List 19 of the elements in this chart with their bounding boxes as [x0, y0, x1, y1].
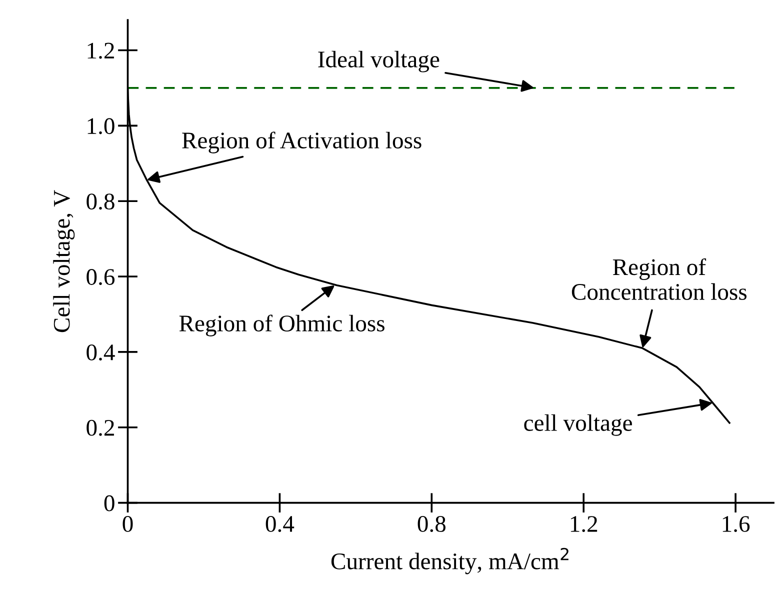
x-tick-label: 0 [122, 516, 133, 532]
y-tick-label: 1.0 [88, 118, 114, 134]
annotation: Region of Activation loss [182, 132, 422, 154]
x-axis-title: Current density, mA/cm$^{2}$ [331, 548, 568, 574]
y-tick-label: 0.4 [86, 344, 115, 360]
x-tick-label: 1.6 [722, 516, 750, 532]
y-axis-title: Cell voltage, V [53, 190, 75, 332]
y-tick-label: 1.2 [88, 42, 114, 59]
y-tick-label: 0.8 [86, 194, 114, 210]
annotation: Region of Ohmic loss [179, 314, 384, 336]
annotation: Region of Concentration loss [572, 258, 746, 300]
x-tick-label: 0.4 [266, 516, 294, 532]
x-tick-label: 0.8 [418, 516, 446, 532]
y-tick-label: 0.2 [86, 420, 114, 436]
annotation: cell voltage [524, 414, 632, 436]
x-tick-label: 1.2 [570, 516, 598, 532]
y-tick-label: 0 [104, 495, 114, 512]
annotation: Ideal voltage [318, 50, 440, 72]
y-tick-label: 0.6 [86, 269, 115, 286]
